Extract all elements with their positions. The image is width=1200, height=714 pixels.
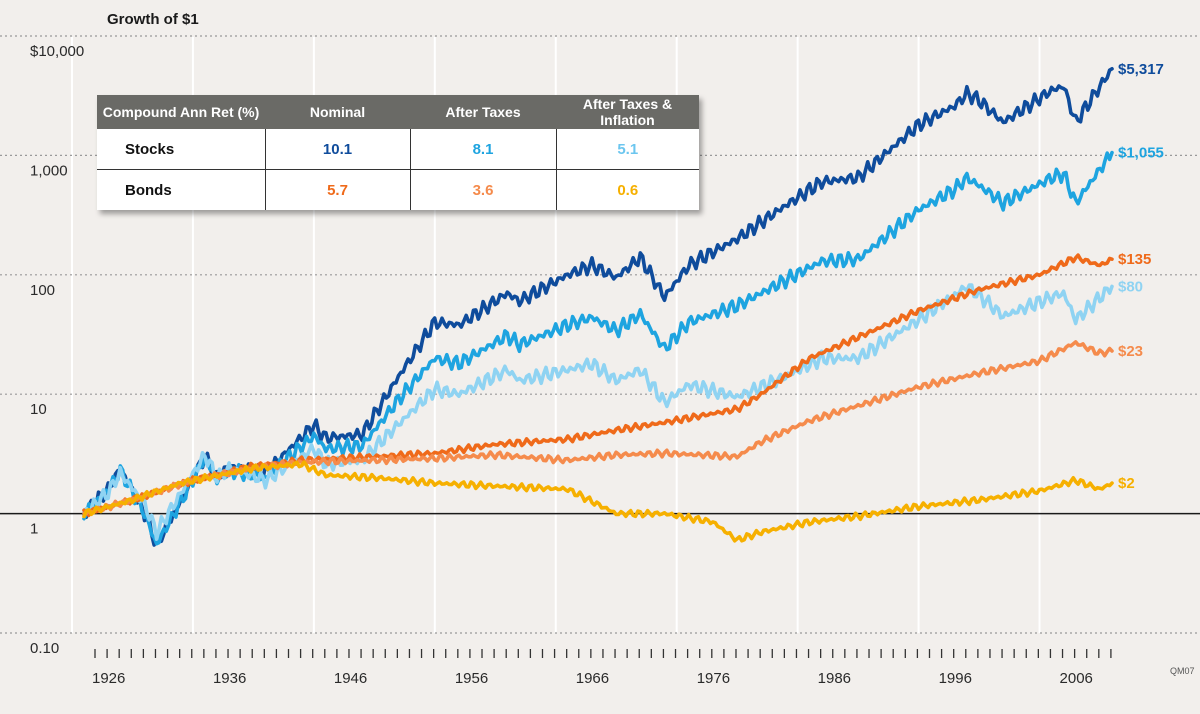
series-line xyxy=(82,150,1114,546)
x-tick-label: 2006 xyxy=(1060,670,1093,687)
chart-title: Growth of $1 xyxy=(107,11,199,28)
series-end-label: $1,055 xyxy=(1118,145,1164,162)
column-header: After Taxes xyxy=(410,95,556,129)
y-tick-label: 10 xyxy=(30,401,47,418)
x-tick-label: 1996 xyxy=(939,670,972,687)
y-tick-label: 0.10 xyxy=(30,640,59,657)
x-tick-label: 1936 xyxy=(213,670,246,687)
series-end-label: $80 xyxy=(1118,278,1143,295)
table-row: Stocks 10.1 8.1 5.1 xyxy=(97,129,699,170)
table-cell: 3.6 xyxy=(409,169,556,210)
series-line xyxy=(82,460,1114,543)
y-tick-label: $10,000 xyxy=(30,43,84,60)
series-end-label: $5,317 xyxy=(1118,61,1164,78)
series-line xyxy=(82,253,1114,518)
y-tick-label: 1,000 xyxy=(30,162,68,179)
series-end-label: $135 xyxy=(1118,251,1151,268)
x-tick-label: 1926 xyxy=(92,670,125,687)
table-cell: 5.7 xyxy=(264,169,410,210)
series-end-label: $23 xyxy=(1118,343,1143,360)
column-header: Nominal xyxy=(265,95,410,129)
x-tick-label: 1956 xyxy=(455,670,488,687)
chart-code: QM07 xyxy=(1170,666,1195,676)
x-axis-labels: 1926 1936 1946 1956 1966 1976 1986 1996 2006 xyxy=(92,670,1093,687)
x-axis-year-ticks xyxy=(94,649,1112,658)
y-tick-label: 100 xyxy=(30,282,55,299)
column-header: After Taxes & Inflation xyxy=(556,95,699,129)
column-header: Compound Ann Ret (%) xyxy=(97,95,265,129)
table-cell: 8.1 xyxy=(409,129,556,170)
table-row: Bonds 5.7 3.6 0.6 xyxy=(97,169,699,210)
series-end-label: $2 xyxy=(1118,475,1135,492)
y-axis-labels: $10,000 1,000 100 10 1 0.10 xyxy=(30,43,84,657)
returns-table: Compound Ann Ret (%) Nominal After Taxes… xyxy=(97,95,699,210)
table-cell: 10.1 xyxy=(264,129,410,170)
table-header-row: Compound Ann Ret (%) Nominal After Taxes… xyxy=(97,95,699,129)
series-lines xyxy=(82,67,1114,547)
x-tick-label: 1966 xyxy=(576,670,609,687)
table-cell: 5.1 xyxy=(555,129,699,170)
series-end-labels: $5,317 $1,055 $80 $135 $23 $2 xyxy=(1118,61,1164,492)
row-label: Bonds xyxy=(97,169,265,210)
x-tick-label: 1986 xyxy=(818,670,851,687)
x-tick-label: 1976 xyxy=(697,670,730,687)
row-label: Stocks xyxy=(97,129,265,170)
horizontal-gridlines xyxy=(0,154,1200,634)
vertical-gridlines xyxy=(71,37,1041,633)
table-cell: 0.6 xyxy=(555,169,699,210)
x-tick-label: 1946 xyxy=(334,670,367,687)
y-tick-label: 1 xyxy=(30,521,38,538)
